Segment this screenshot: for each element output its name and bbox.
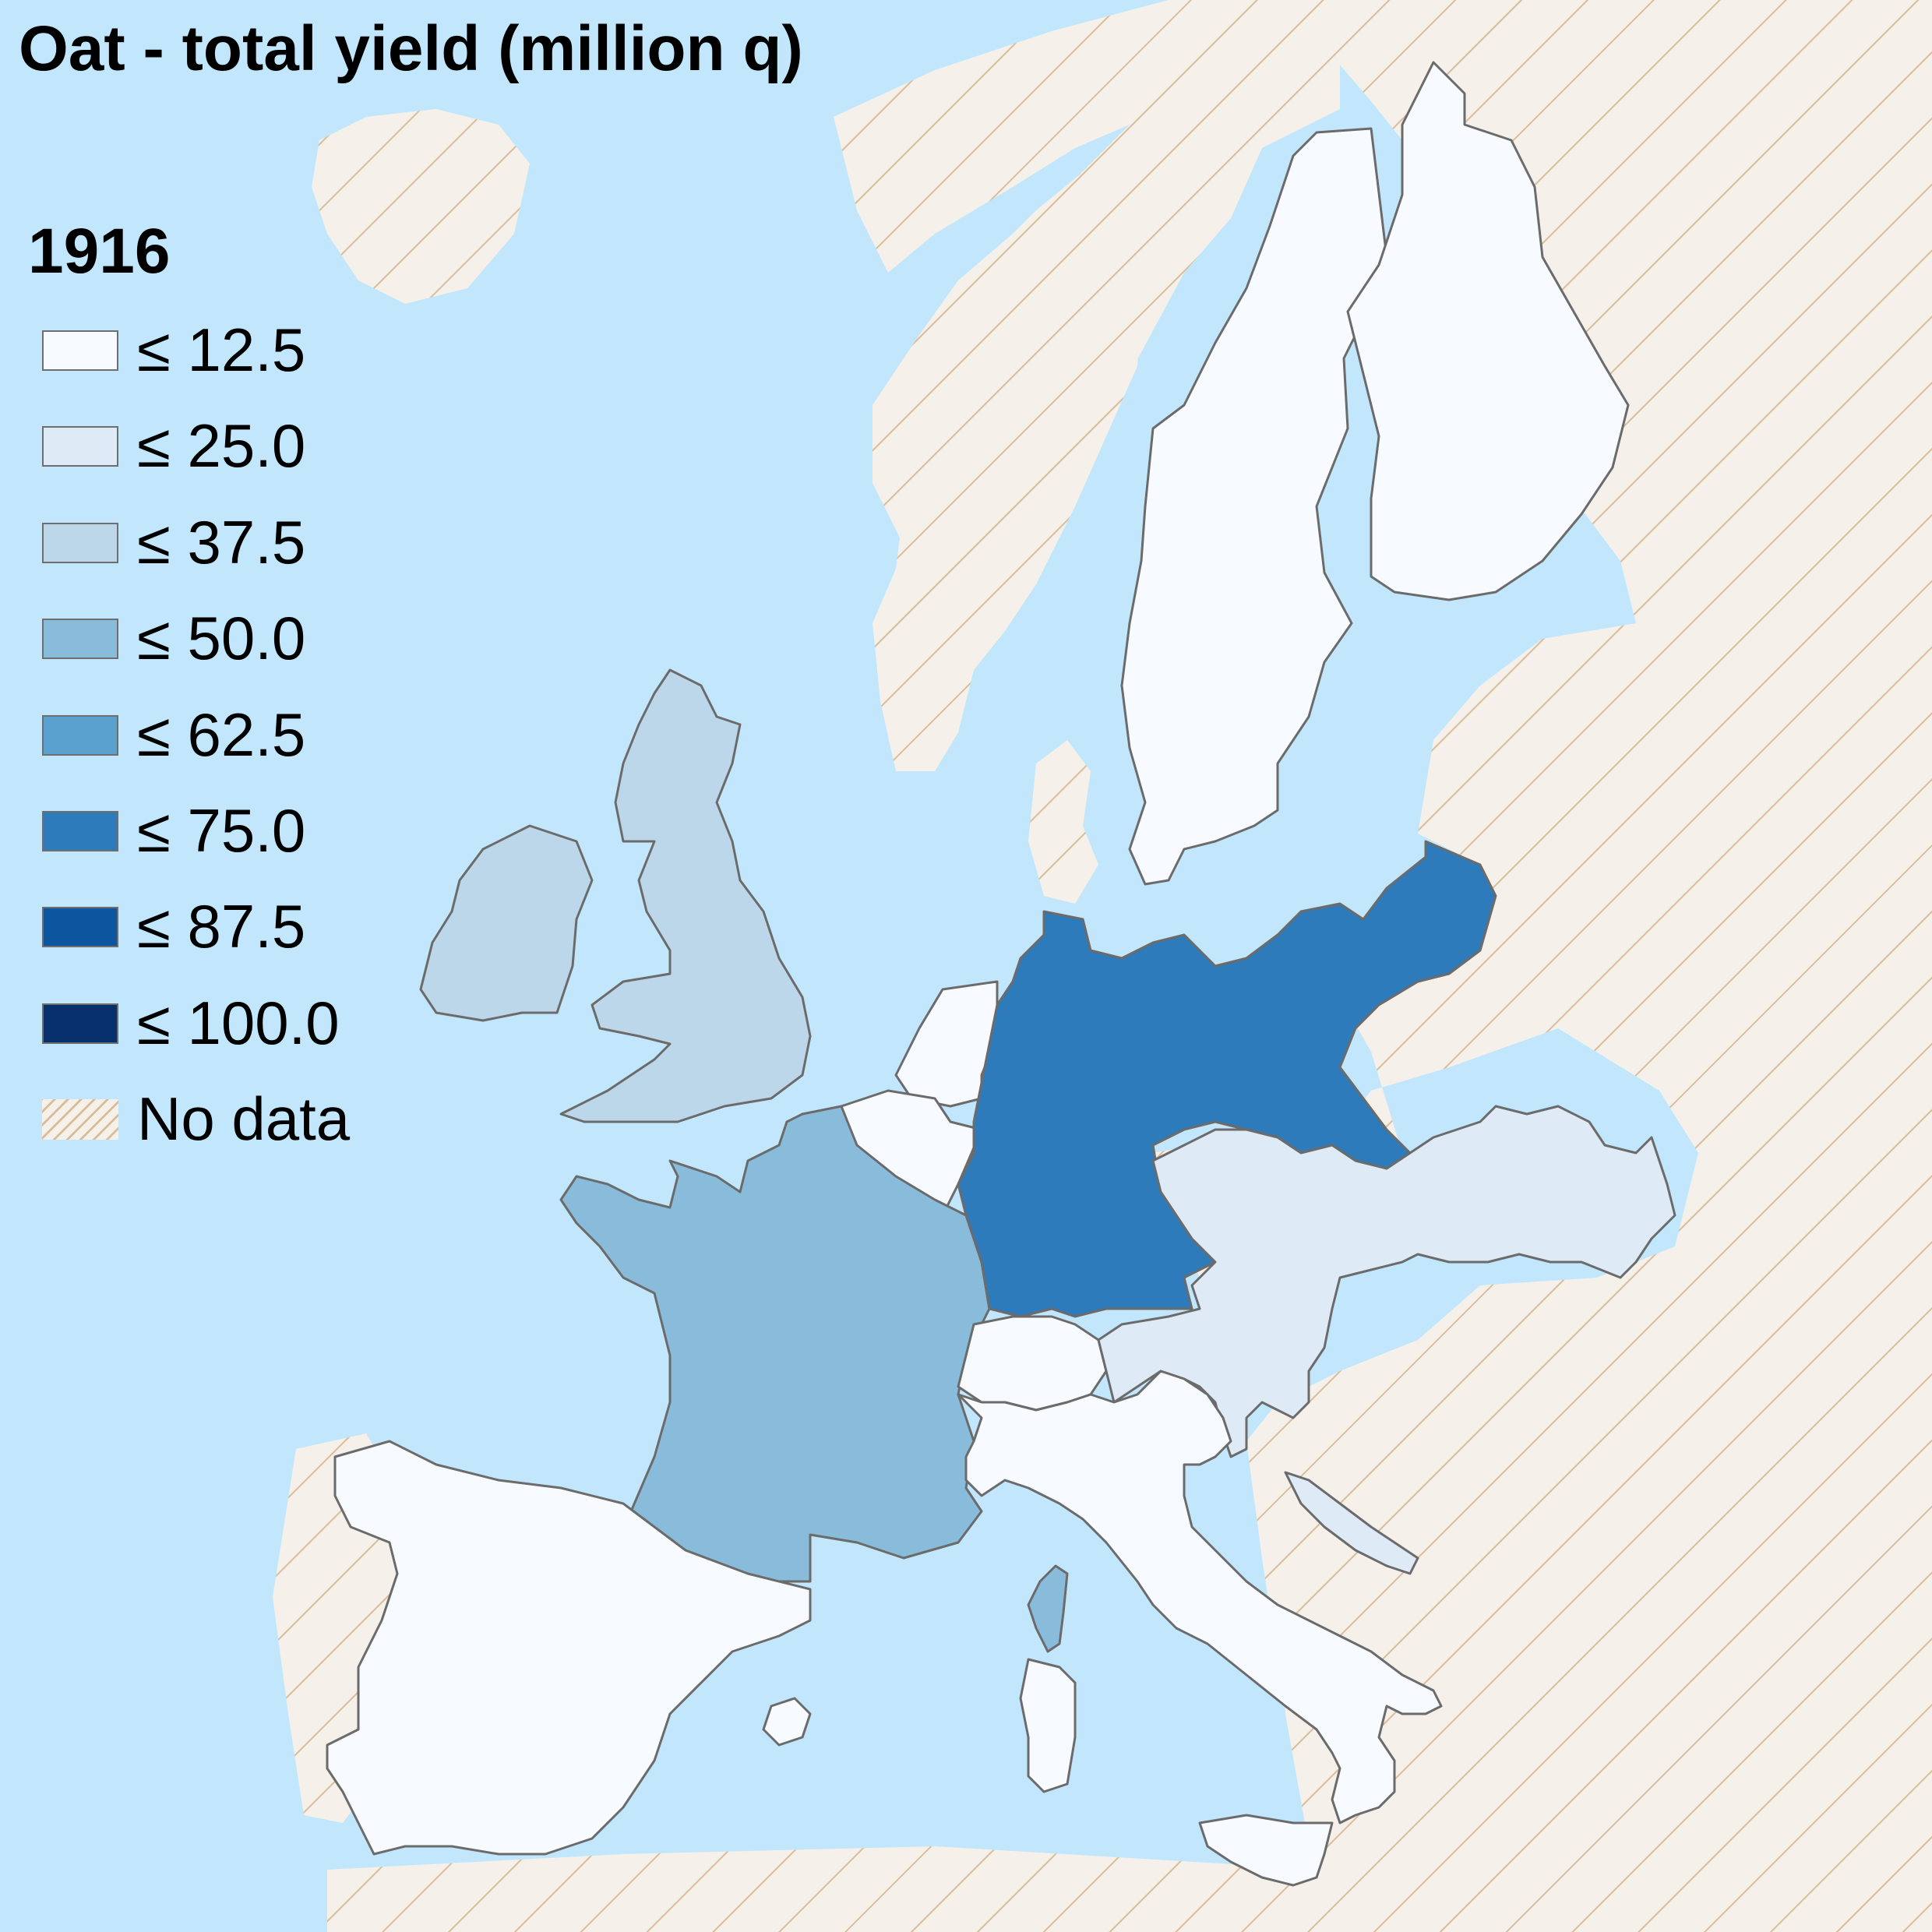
legend-label: ≤ 25.0	[137, 411, 306, 481]
region-united-kingdom	[559, 668, 812, 1123]
region-balearic	[762, 1697, 812, 1747]
region-sicily	[1198, 1814, 1334, 1887]
no-data-land	[273, 0, 1932, 1932]
norway-coast	[873, 140, 1145, 771]
legend-swatch	[42, 907, 118, 948]
denmark-land	[1028, 740, 1098, 904]
east-europe-land	[1153, 0, 1932, 1932]
north-africa-land	[327, 1846, 1324, 1932]
legend-label: ≤ 37.5	[137, 507, 306, 576]
legend-swatch	[42, 522, 118, 563]
data-regions	[326, 61, 1676, 1887]
region-sweden	[1120, 127, 1388, 886]
region-sardinia	[1019, 1658, 1077, 1793]
region-corsica	[1027, 1564, 1069, 1653]
map-title: Oat - total yield (million q)	[19, 13, 803, 84]
region-italy	[957, 1370, 1443, 1824]
legend-swatch	[42, 810, 118, 851]
legend-swatch	[42, 1003, 118, 1044]
legend-label: ≤ 87.5	[137, 892, 306, 961]
region-dalmatia	[1284, 1471, 1419, 1575]
region-finland	[1346, 61, 1630, 601]
iceland-land	[312, 109, 530, 304]
year-label: 1916	[28, 216, 171, 287]
legend-swatch-no-data	[42, 1099, 118, 1141]
legend-label: ≤ 100.0	[137, 988, 340, 1057]
region-austria-hungary	[1097, 1105, 1676, 1458]
legend-swatch	[42, 619, 118, 660]
legend-label: ≤ 75.0	[137, 795, 306, 865]
region-spain	[326, 1440, 812, 1856]
legend-label: ≤ 62.5	[137, 700, 306, 769]
region-ireland	[419, 824, 594, 1022]
legend-label: ≤ 50.0	[137, 604, 306, 673]
legend-label: ≤ 12.5	[137, 316, 306, 384]
legend-swatch	[42, 426, 118, 467]
legend-label: No data	[137, 1084, 351, 1154]
legend-swatch	[42, 714, 118, 756]
legend-swatch	[42, 330, 118, 371]
